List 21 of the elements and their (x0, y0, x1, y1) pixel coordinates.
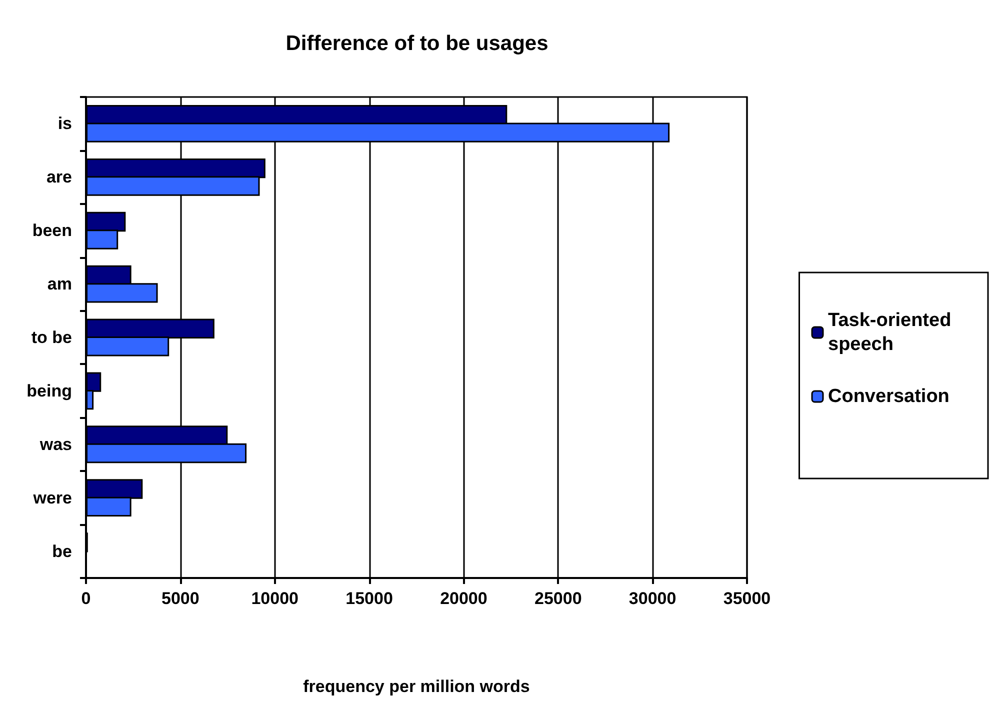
y-tick-label: to be (31, 328, 72, 347)
y-tick-label: were (32, 488, 72, 508)
y-tick-label: was (38, 434, 72, 454)
x-tick-label: 0 (81, 589, 91, 608)
x-tick-label: 35000 (723, 589, 771, 608)
legend-label: Task-oriented speech (828, 310, 956, 355)
x-axis-title: frequency per million words (303, 677, 530, 696)
x-tick-label: 20000 (440, 589, 488, 608)
x-tick-label: 15000 (346, 589, 393, 608)
y-tick-label: are (46, 168, 72, 187)
y-tick-label: being (26, 381, 72, 400)
chart-title: Difference of to be usages (286, 32, 548, 55)
y-tick-label: be (52, 542, 72, 561)
y-tick-label: been (32, 221, 72, 240)
x-tick-label: 10000 (251, 589, 298, 608)
legend-label: Conversation (828, 386, 950, 407)
x-tick-label: 30000 (628, 589, 676, 608)
y-tick-label: is (58, 114, 72, 134)
y-tick-label: am (47, 274, 72, 294)
x-tick-label: 5000 (162, 589, 200, 608)
x-tick-label: 25000 (534, 589, 582, 608)
